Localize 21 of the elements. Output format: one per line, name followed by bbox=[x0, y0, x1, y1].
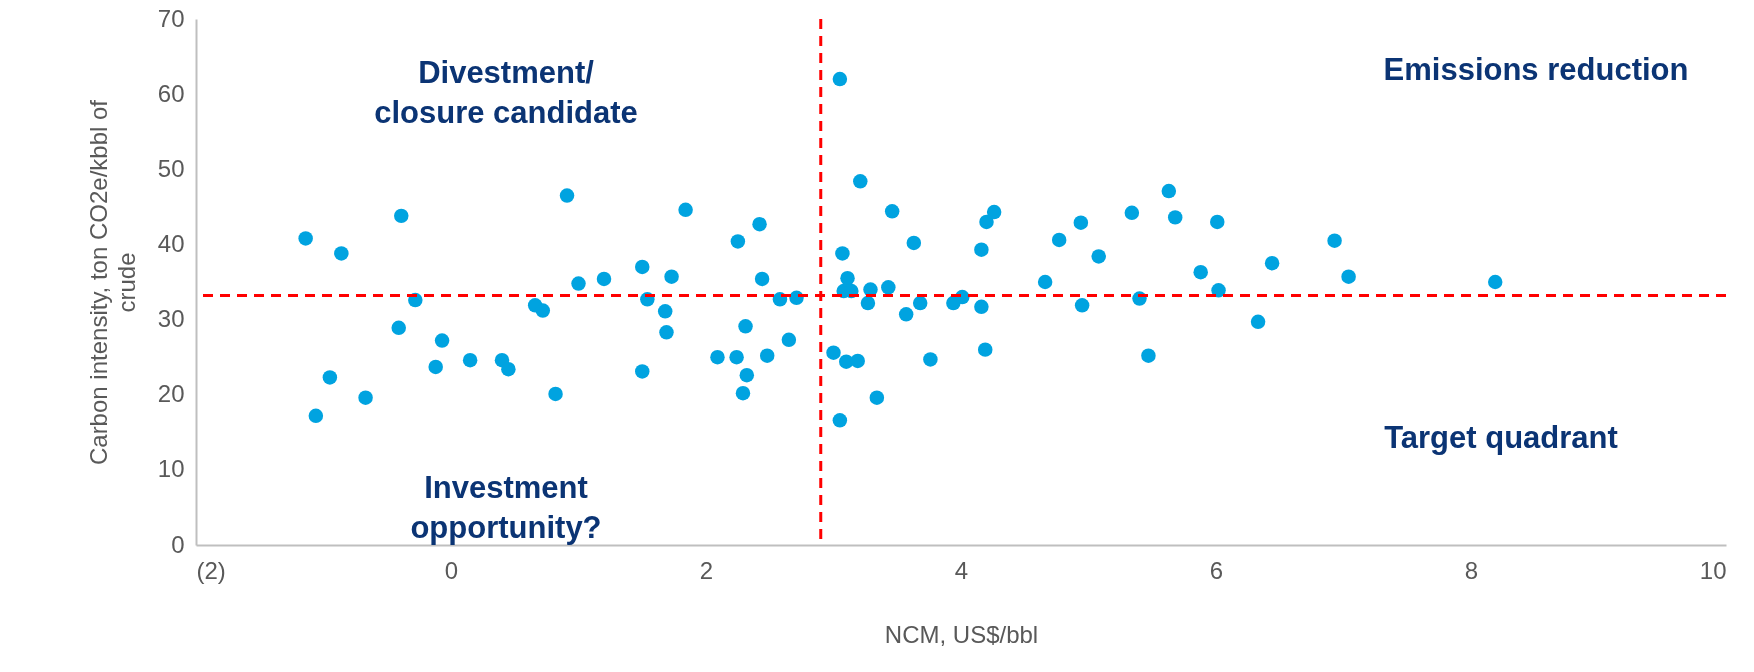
y-tick-label: 60 bbox=[157, 79, 185, 107]
y-tick-label: 50 bbox=[157, 154, 185, 182]
x-axis-title: NCM, US$/bbl bbox=[884, 620, 1039, 648]
x-tick-label: 6 bbox=[1209, 556, 1224, 584]
x-tick-label: 8 bbox=[1464, 556, 1479, 584]
y-tick-label: 70 bbox=[157, 4, 185, 32]
x-tick-label: (2) bbox=[196, 556, 226, 584]
x-tick-label: 10 bbox=[1699, 556, 1727, 584]
y-tick-label: 10 bbox=[157, 455, 185, 483]
annotation: Investment opportunity? bbox=[410, 470, 602, 545]
x-tick-label: 2 bbox=[699, 556, 714, 584]
y-tick-label: 0 bbox=[171, 530, 185, 558]
y-tick-label: 20 bbox=[157, 380, 185, 408]
y-tick-label: 40 bbox=[157, 229, 185, 257]
annotation: Target quadrant bbox=[1384, 420, 1618, 455]
y-tick-label: 30 bbox=[157, 305, 185, 333]
x-tick-label: 0 bbox=[444, 556, 459, 584]
x-tick-label: 4 bbox=[954, 556, 969, 584]
annotation: Emissions reduction bbox=[1383, 52, 1689, 87]
annotation: Divestment/ closure candidate bbox=[374, 55, 638, 130]
y-axis-title: Carbon intensity, ton CO2e/kbbl of crude bbox=[84, 99, 140, 466]
